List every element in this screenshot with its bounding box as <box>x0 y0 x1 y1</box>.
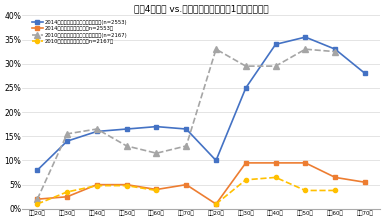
2014年：生協の個同購入・個人宅配(n=2553) <box>303 36 308 38</box>
2010年：生協の個同購入・個人宅配(n=2167) <box>214 48 218 51</box>
2014年：ネットスーパー（n=2553） <box>65 195 70 198</box>
2014年：ネットスーパー（n=2553） <box>154 188 159 191</box>
Line: 2014年：生協の個同購入・個人宅配(n=2553): 2014年：生協の個同購入・個人宅配(n=2553) <box>35 35 367 172</box>
2014年：生協の個同購入・個人宅配(n=2553) <box>214 159 218 162</box>
2010年：ネットスーパー（n=2167） <box>65 191 70 193</box>
2014年：生協の個同購入・個人宅配(n=2553) <box>65 140 70 142</box>
2014年：ネットスーパー（n=2553） <box>94 183 99 186</box>
2014年：生協の個同購入・個人宅配(n=2553) <box>273 43 278 46</box>
2014年：生協の個同購入・個人宅配(n=2553) <box>35 169 40 171</box>
Legend: 2014年：生協の個同購入・個人宅配(n=2553), 2014年：ネットスーパー（n=2553）, 2010年：生協の個同購入・個人宅配(n=2167), 2: 2014年：生協の個同購入・個人宅配(n=2553), 2014年：ネットスーパ… <box>32 20 127 44</box>
2014年：生協の個同購入・個人宅配(n=2553) <box>94 130 99 133</box>
2010年：生協の個同購入・個人宅配(n=2167) <box>124 145 129 147</box>
2010年：生協の個同購入・個人宅配(n=2167) <box>94 128 99 130</box>
2014年：ネットスーパー（n=2553） <box>243 161 248 164</box>
2010年：ネットスーパー（n=2167） <box>154 189 159 192</box>
2014年：生協の個同購入・個人宅配(n=2553) <box>184 128 189 130</box>
2014年：ネットスーパー（n=2553） <box>35 198 40 200</box>
2014年：生協の個同購入・個人宅配(n=2553) <box>124 128 129 130</box>
2014年：ネットスーパー（n=2553） <box>303 161 308 164</box>
2010年：生協の個同購入・個人宅配(n=2167) <box>273 65 278 68</box>
2014年：ネットスーパー（n=2553） <box>124 183 129 186</box>
2014年：生協の個同購入・個人宅配(n=2553) <box>154 125 159 128</box>
2010年：生協の個同購入・個人宅配(n=2167) <box>303 48 308 51</box>
2014年：ネットスーパー（n=2553） <box>214 203 218 205</box>
2010年：ネットスーパー（n=2167） <box>35 203 40 205</box>
Line: 2010年：生協の個同購入・個人宅配(n=2167): 2010年：生協の個同購入・個人宅配(n=2167) <box>35 46 338 202</box>
2010年：生協の個同購入・個人宅配(n=2167) <box>35 198 40 200</box>
2014年：生協の個同購入・個人宅配(n=2553) <box>333 48 338 51</box>
2010年：生協の個同購入・個人宅配(n=2167) <box>243 65 248 68</box>
2010年：ネットスーパー（n=2167） <box>94 184 99 187</box>
Title: 図袅4　生協 vs.ネットスーパー　年1回以上購入率: 図袅4 生協 vs.ネットスーパー 年1回以上購入率 <box>134 4 268 13</box>
2014年：ネットスーパー（n=2553） <box>333 176 338 179</box>
2010年：生協の個同購入・個人宅配(n=2167) <box>184 145 189 147</box>
Line: 2014年：ネットスーパー（n=2553）: 2014年：ネットスーパー（n=2553） <box>35 161 367 206</box>
2014年：ネットスーパー（n=2553） <box>362 181 367 183</box>
2014年：生協の個同購入・個人宅配(n=2553) <box>243 87 248 89</box>
2010年：生協の個同購入・個人宅配(n=2167) <box>154 152 159 154</box>
2010年：ネットスーパー（n=2167） <box>124 184 129 187</box>
Line: 2010年：ネットスーパー（n=2167）: 2010年：ネットスーパー（n=2167） <box>35 183 159 206</box>
2014年：生協の個同購入・個人宅配(n=2553) <box>362 72 367 75</box>
2010年：生協の個同購入・個人宅配(n=2167) <box>65 132 70 135</box>
2014年：ネットスーパー（n=2553） <box>184 183 189 186</box>
2014年：ネットスーパー（n=2553） <box>273 161 278 164</box>
2010年：生協の個同購入・個人宅配(n=2167) <box>333 50 338 53</box>
